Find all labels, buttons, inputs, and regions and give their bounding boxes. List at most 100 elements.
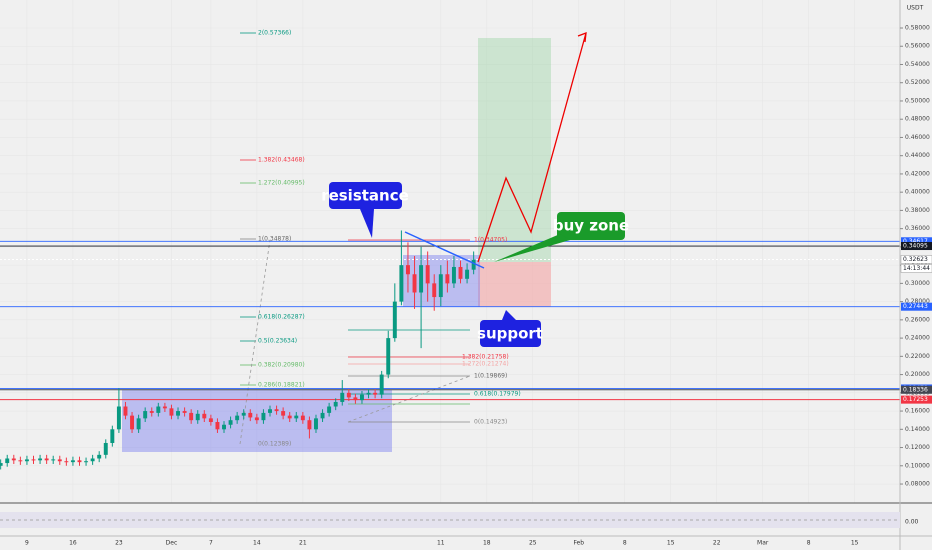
candle-body <box>412 274 417 293</box>
countdown-box <box>900 264 932 273</box>
y-tick-label: 0.12000 <box>905 444 930 451</box>
price-label: 0.34095 <box>903 243 928 250</box>
candle-body <box>149 411 154 413</box>
candle-body <box>77 460 82 463</box>
resistance-callout: resistance <box>321 182 409 238</box>
currency: USDT <box>907 5 924 12</box>
candle-body <box>38 458 43 461</box>
candle-body <box>373 392 378 395</box>
candle-body <box>241 412 246 416</box>
candle-body <box>379 374 384 395</box>
price-label-box <box>901 385 932 394</box>
x-tick-label: 15 <box>851 540 859 547</box>
candle-body <box>248 412 253 418</box>
price-label-box <box>901 237 932 246</box>
candle-body <box>123 406 128 416</box>
y-tick-label: 0.42000 <box>905 170 930 177</box>
candle-body <box>386 338 391 375</box>
candle-body <box>445 274 450 284</box>
y-tick-label: 0.08000 <box>905 481 930 488</box>
candle-body <box>314 418 318 430</box>
candle-body <box>235 415 240 421</box>
price-label-box <box>901 242 932 251</box>
y-tick-label: 0.24000 <box>905 335 930 342</box>
candle-body <box>268 409 272 413</box>
x-tick-label: 11 <box>437 540 445 547</box>
x-tick-label: Mar <box>757 540 769 547</box>
candle-body <box>366 392 371 395</box>
candle-body <box>162 406 167 409</box>
buy-zone-callout: buy zone <box>494 212 629 262</box>
candle-body <box>97 454 102 459</box>
y-tick-label: 0.52000 <box>905 79 930 86</box>
candle-body <box>57 459 62 462</box>
projection-arrow <box>477 32 587 263</box>
candle-body <box>182 411 187 413</box>
y-tick-label: 0.38000 <box>905 207 930 214</box>
price-label-box <box>901 302 932 311</box>
candle-body <box>18 460 23 462</box>
fib-label: 1.272(0.40995) <box>258 180 305 187</box>
fib-label: 2(0.57366) <box>258 30 291 37</box>
candle-body <box>156 406 161 413</box>
countdown: 14:13:44 <box>903 265 930 272</box>
candle-body <box>471 259 476 270</box>
x-tick-label: 23 <box>115 540 123 547</box>
x-tick-label: 15 <box>667 540 675 547</box>
x-tick-label: 8 <box>807 540 811 547</box>
candles <box>0 230 476 470</box>
candle-body <box>228 420 233 425</box>
y-tick-label: 0.36000 <box>905 225 930 232</box>
candle-body <box>261 412 266 421</box>
candle-body <box>143 411 148 419</box>
x-tick-label: Feb <box>573 540 584 547</box>
y-tick-label: 0.54000 <box>905 61 930 68</box>
candle-body <box>208 418 213 423</box>
fib-label: 1(0.34705) <box>474 237 507 244</box>
x-tick-label: 18 <box>483 540 491 547</box>
candle-body <box>202 413 207 419</box>
x-tick-label: 21 <box>299 540 307 547</box>
candle-body <box>130 415 135 430</box>
candle-body <box>353 397 358 401</box>
annotation: resistance <box>321 187 409 205</box>
fib-label: 0.618(0.26287) <box>258 314 305 321</box>
candle-body <box>333 401 338 407</box>
x-tick-label: 22 <box>713 540 721 547</box>
y-tick-label: 0.50000 <box>905 97 930 104</box>
candle-body <box>300 415 305 421</box>
price-label: 0.27443 <box>903 303 928 310</box>
y-tick-label: 0.46000 <box>905 134 930 141</box>
candle-body <box>465 269 470 279</box>
candle-body <box>432 283 437 298</box>
candle-body <box>136 418 141 430</box>
axes: 0.080000.100000.120000.140000.160000.180… <box>25 25 932 547</box>
candle-body <box>419 265 424 293</box>
candle-body <box>458 266 463 279</box>
loss-zone <box>478 262 551 307</box>
y-tick-label: 0.48000 <box>905 116 930 123</box>
y-tick-label: 0.58000 <box>905 25 930 32</box>
fib-label: 1(0.19869) <box>474 373 507 380</box>
fib-label: 1(0.34878) <box>258 236 291 243</box>
candle-body <box>31 459 36 461</box>
fib-label: 0.618(0.17979) <box>474 391 521 398</box>
price-label: 0.32623 <box>903 256 928 263</box>
fib-label: 1.382(0.43468) <box>258 157 305 164</box>
candle-body <box>70 460 75 463</box>
candle-body <box>287 415 292 419</box>
candle-body <box>307 420 312 430</box>
candle-body <box>169 408 174 416</box>
y-tick-label: 0.26000 <box>905 316 930 323</box>
y-tick-label: 0.20000 <box>905 371 930 378</box>
candle-body <box>84 461 89 463</box>
candle-body <box>294 415 299 419</box>
y-tick-label: 0.40000 <box>905 189 930 196</box>
price-lines <box>0 240 900 401</box>
support-callout: support <box>477 310 543 347</box>
candle-body <box>176 411 180 416</box>
candle-body <box>44 458 49 461</box>
y-tick-label: 0.16000 <box>905 408 930 415</box>
fib-label: 1.272(0.21274) <box>462 361 509 368</box>
y-tick-label: 0.10000 <box>905 462 930 469</box>
